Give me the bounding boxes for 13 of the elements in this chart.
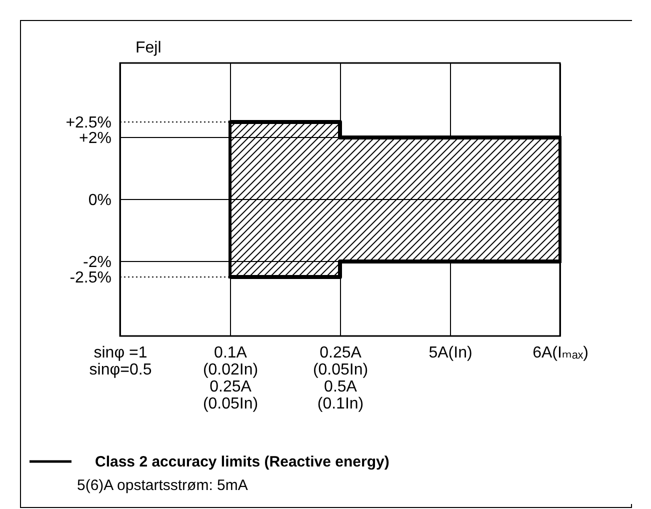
x-tick-label: 6A(Iₘₐₓ)	[532, 344, 588, 362]
y-tick-label: +2.5%	[66, 114, 112, 132]
y-tick-label: +2%	[79, 130, 112, 147]
y-axis-title: Fejl	[136, 40, 162, 56]
x-tick-label: 0.25A (0.05In) 0.5A (0.1In)	[312, 344, 368, 412]
x-tick-label: 5A(In)	[428, 344, 472, 362]
y-tick-label: -2%	[83, 254, 112, 272]
legend-label: Class 2 accuracy limits (Reactive energy)	[95, 454, 390, 470]
x-tick-label: 0.1A (0.02In) 0.25A (0.05In)	[202, 344, 258, 412]
text: 5(6)A opstartsstrøm: 5mA	[77, 477, 248, 494]
y-tick-label: 0%	[88, 192, 112, 209]
x-tick-label: sinφ =1 sinφ=0.5	[89, 344, 152, 378]
y-tick-label: -2.5%	[70, 270, 112, 287]
